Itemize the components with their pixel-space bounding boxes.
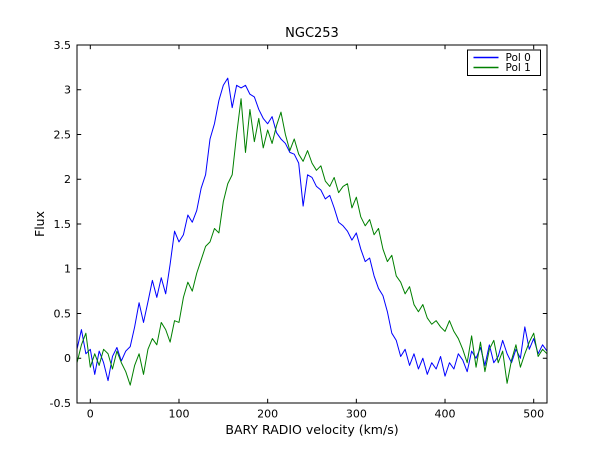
y-tick-label: 2 [64, 173, 71, 186]
y-tick-label: 0 [64, 352, 71, 365]
series-line-pol-1 [77, 98, 547, 386]
y-tick-label: 1.5 [54, 218, 72, 231]
x-tick-label: 100 [168, 408, 189, 421]
y-axis-label: Flux [32, 211, 47, 237]
y-tick-label: -0.5 [50, 397, 71, 410]
legend-label: Pol 1 [506, 62, 531, 74]
data-series [77, 77, 547, 386]
y-tick-label: 2.5 [54, 128, 72, 141]
x-axis-label: BARY RADIO velocity (km/s) [225, 422, 398, 437]
axis-ticks: 0 100 200 300 400 500 -0.5 0 0.5 1 1.5 2 2.5 3 3.5 [50, 39, 547, 421]
x-tick-label: 500 [523, 408, 544, 421]
y-tick-label: 3 [64, 84, 71, 97]
x-tick-label: 0 [87, 408, 94, 421]
x-tick-label: 400 [435, 408, 456, 421]
x-tick-label: 300 [346, 408, 367, 421]
y-tick-label: 0.5 [54, 307, 72, 320]
y-tick-label: 1 [64, 263, 71, 276]
plot-border [76, 44, 548, 404]
y-tick-label: 3.5 [54, 39, 72, 52]
legend-box [467, 49, 541, 76]
legend-label: Pol 0 [506, 52, 531, 64]
series-line-pol-0 [77, 77, 547, 382]
axes-frame [76, 44, 548, 404]
x-tick-label: 200 [257, 408, 278, 421]
chart-title: NGC253 [285, 26, 339, 41]
